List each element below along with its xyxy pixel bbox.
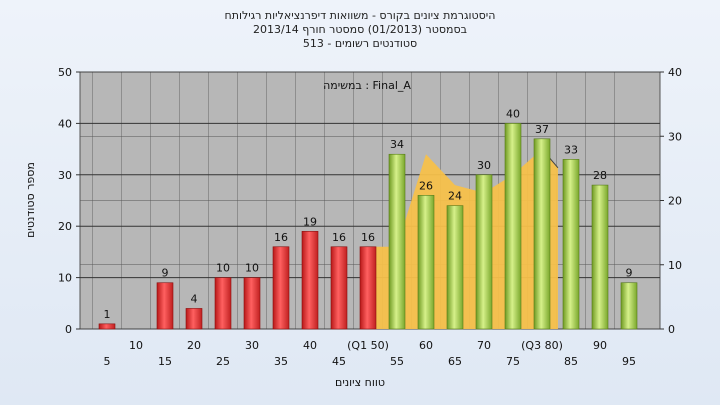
x-tick-label: 15 xyxy=(158,355,172,368)
bar xyxy=(156,282,174,330)
data-label: 4 xyxy=(191,292,198,305)
x-axis-title: טווח ציונים xyxy=(335,376,385,389)
data-label: 37 xyxy=(535,123,549,136)
data-label: 10 xyxy=(216,262,230,275)
bar xyxy=(272,246,290,330)
data-label: 16 xyxy=(361,231,375,244)
chart-title-line-2: בסמסטר (01/2013) סמסטר חורף 2013/14 xyxy=(253,23,467,36)
x-tick-label: 90 xyxy=(593,339,607,352)
x-tick-label: 10 xyxy=(129,339,143,352)
x-tick-label: 20 xyxy=(187,339,201,352)
y-tick-label: 10 xyxy=(58,272,72,285)
bar xyxy=(533,138,551,330)
x-tick-label: 30 xyxy=(245,339,259,352)
y-tick-label: 30 xyxy=(58,169,72,182)
x-tick-label: 25 xyxy=(216,355,230,368)
bar xyxy=(562,159,580,330)
bar xyxy=(359,246,377,330)
data-label: 30 xyxy=(477,159,491,172)
bar xyxy=(388,153,406,330)
y-tick-label: 50 xyxy=(58,66,72,79)
bar xyxy=(417,195,435,330)
x-tick-label: (Q3 80) xyxy=(521,339,563,352)
chart-title-line-3: סטודנטים רשומים - 513 xyxy=(303,37,417,50)
bar xyxy=(185,308,203,330)
data-label: 16 xyxy=(274,231,288,244)
x-tick-label: 75 xyxy=(506,355,520,368)
y-tick-label: 0 xyxy=(65,323,72,336)
data-label: 9 xyxy=(626,267,633,280)
x-tick-label: (Q1 50) xyxy=(347,339,389,352)
chart-title-line-1: היסטוגרמת ציונים בקורס - משוואות דיפרנצי… xyxy=(225,9,496,22)
x-tick-label: 95 xyxy=(622,355,636,368)
y2-tick-label: 10 xyxy=(668,259,682,272)
data-label: 16 xyxy=(332,231,346,244)
axes: 0 10 20 30 40 50 0 10 20 30 40 5 10 15 20 25 30 35 40 45(Q1… xyxy=(58,66,682,368)
y-tick-label: 20 xyxy=(58,220,72,233)
data-label: 33 xyxy=(564,143,578,156)
data-label: 40 xyxy=(506,107,520,120)
bar xyxy=(301,231,319,330)
x-tick-label: 60 xyxy=(419,339,433,352)
data-label: 10 xyxy=(245,262,259,275)
y2-tick-label: 30 xyxy=(668,130,682,143)
bars xyxy=(98,123,638,330)
y2-tick-label: 40 xyxy=(668,66,682,79)
x-tick-label: 65 xyxy=(448,355,462,368)
bar xyxy=(243,277,261,330)
bar xyxy=(446,205,464,330)
data-label: 19 xyxy=(303,215,317,228)
data-label: 24 xyxy=(448,190,462,203)
bar xyxy=(330,246,348,330)
bar xyxy=(214,277,232,330)
y2-tick-label: 20 xyxy=(668,195,682,208)
x-tick-label: 40 xyxy=(303,339,317,352)
bar xyxy=(475,174,493,330)
y-axis-title: מספר סטודנטים xyxy=(24,162,37,238)
bar xyxy=(98,323,116,330)
task-annotation: במשימה : Final_A xyxy=(323,79,411,92)
x-tick-label: 85 xyxy=(564,355,578,368)
data-label: 9 xyxy=(162,267,169,280)
x-tick-label: 70 xyxy=(477,339,491,352)
data-label: 34 xyxy=(390,138,404,151)
x-tick-label: 5 xyxy=(104,355,111,368)
bar xyxy=(591,184,609,330)
data-label: 28 xyxy=(593,169,607,182)
y2-tick-label: 0 xyxy=(668,323,675,336)
gridlines xyxy=(80,71,660,330)
x-tick-label: 55 xyxy=(390,355,404,368)
data-label: 26 xyxy=(419,179,433,192)
y-tick-label: 40 xyxy=(58,117,72,130)
data-label: 1 xyxy=(104,308,111,321)
x-tick-label: 45 xyxy=(332,355,346,368)
bar xyxy=(504,123,522,330)
x-tick-label: 35 xyxy=(274,355,288,368)
bar xyxy=(620,282,638,330)
